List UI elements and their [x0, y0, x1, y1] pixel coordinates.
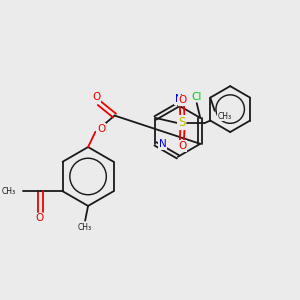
Text: N: N	[159, 139, 167, 149]
Text: O: O	[36, 213, 44, 223]
Text: CH₃: CH₃	[2, 187, 16, 196]
Text: O: O	[97, 124, 105, 134]
Text: S: S	[178, 116, 186, 129]
Text: O: O	[92, 92, 100, 102]
Text: O: O	[178, 141, 187, 151]
Text: CH₃: CH₃	[218, 112, 232, 121]
Text: O: O	[178, 95, 187, 105]
Text: CH₃: CH₃	[78, 223, 92, 232]
Text: N: N	[175, 94, 182, 104]
Text: Cl: Cl	[192, 92, 202, 102]
